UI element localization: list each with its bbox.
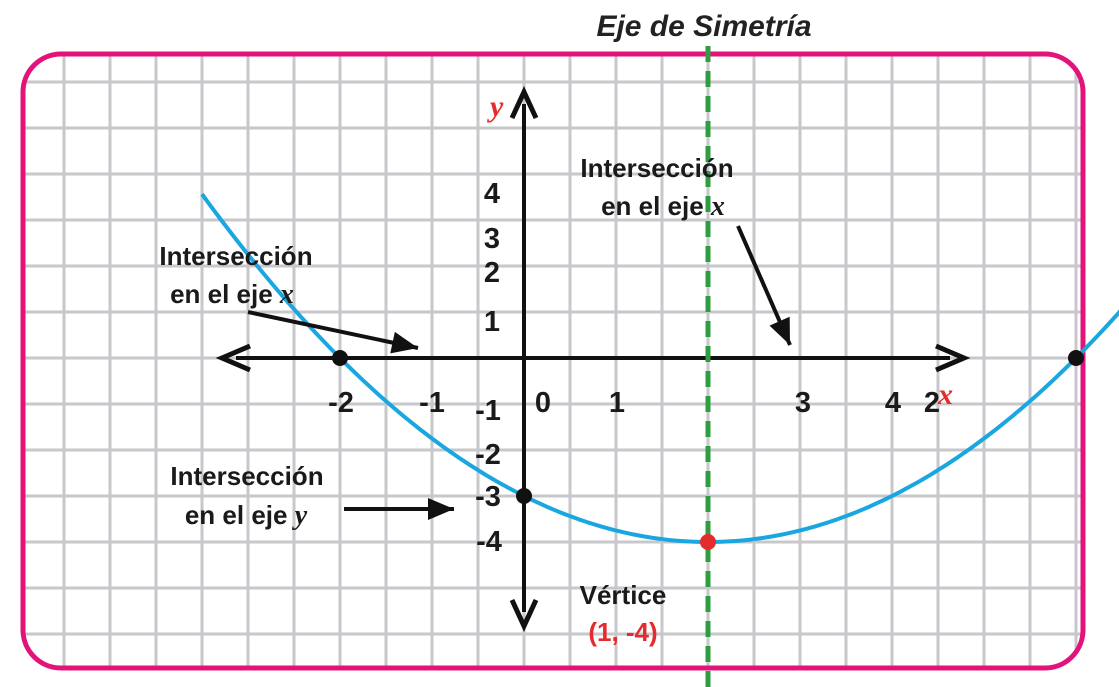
arrow-x-intercept-right-head: [769, 316, 790, 345]
intercept-point: [516, 488, 532, 504]
x-tick-label: 0: [535, 387, 551, 419]
y-tick-label: 1: [484, 306, 500, 338]
axes: [215, 86, 971, 632]
vertex-coordinates: (1, -4): [588, 617, 657, 647]
y-tick-label: 3: [484, 223, 500, 255]
y-tick-label: 2: [484, 257, 500, 289]
y-axis-arrow-top: [509, 86, 539, 120]
annotation-line: en el eje x: [601, 191, 725, 222]
x-tick-label: 4: [885, 387, 901, 419]
arrow-x-intercept-left-head: [390, 331, 418, 354]
y-tick-label: 4: [484, 178, 500, 210]
chart-frame: [20, 51, 1086, 671]
intercept-point: [332, 350, 348, 366]
points-layer: [332, 350, 1084, 550]
y-axis-arrow-bottom: [509, 598, 539, 632]
annotation-x-intercept-left: Intersección en el eje x: [159, 241, 312, 310]
chart-title: Eje de Simetría: [596, 10, 811, 43]
x-axis-label: x: [937, 378, 953, 411]
annotation-x-intercept-right: Intersección en el eje x: [580, 153, 733, 222]
vertex-label: Vértice: [580, 580, 667, 610]
grid-lines: [23, 54, 1083, 668]
annotation-line: Intersección: [580, 153, 733, 183]
y-tick-label: -2: [475, 439, 501, 471]
annotation-vertex: Vértice (1, -4): [580, 580, 667, 647]
annotation-line: Intersección: [170, 461, 323, 491]
arrow-x-intercept-left: [247, 310, 419, 350]
x-axis-arrow-left: [215, 343, 251, 373]
x-axis-arrow-right: [935, 343, 971, 373]
y-tick-label: -1: [475, 395, 501, 427]
x-tick-label: -1: [419, 387, 445, 419]
vertex-point: [700, 534, 716, 550]
x-tick-label: 3: [795, 387, 811, 419]
y-tick-label: -4: [476, 526, 502, 558]
annotation-line: Intersección: [159, 241, 312, 271]
intercept-point: [1068, 350, 1084, 366]
annotation-y-intercept: Intersección en el eje y: [170, 461, 323, 531]
y-tick-label: -3: [475, 481, 501, 513]
annotation-line: en el eje x: [170, 279, 294, 310]
x-tick-label: -2: [328, 387, 354, 419]
annotation-arrows: [247, 225, 792, 520]
x-tick-label: 1: [609, 387, 625, 419]
x-tick-label: 2: [924, 387, 940, 419]
y-axis-label: y: [487, 90, 504, 123]
annotation-line: en el eje y: [185, 500, 308, 531]
arrow-y-intercept-head: [428, 498, 454, 520]
